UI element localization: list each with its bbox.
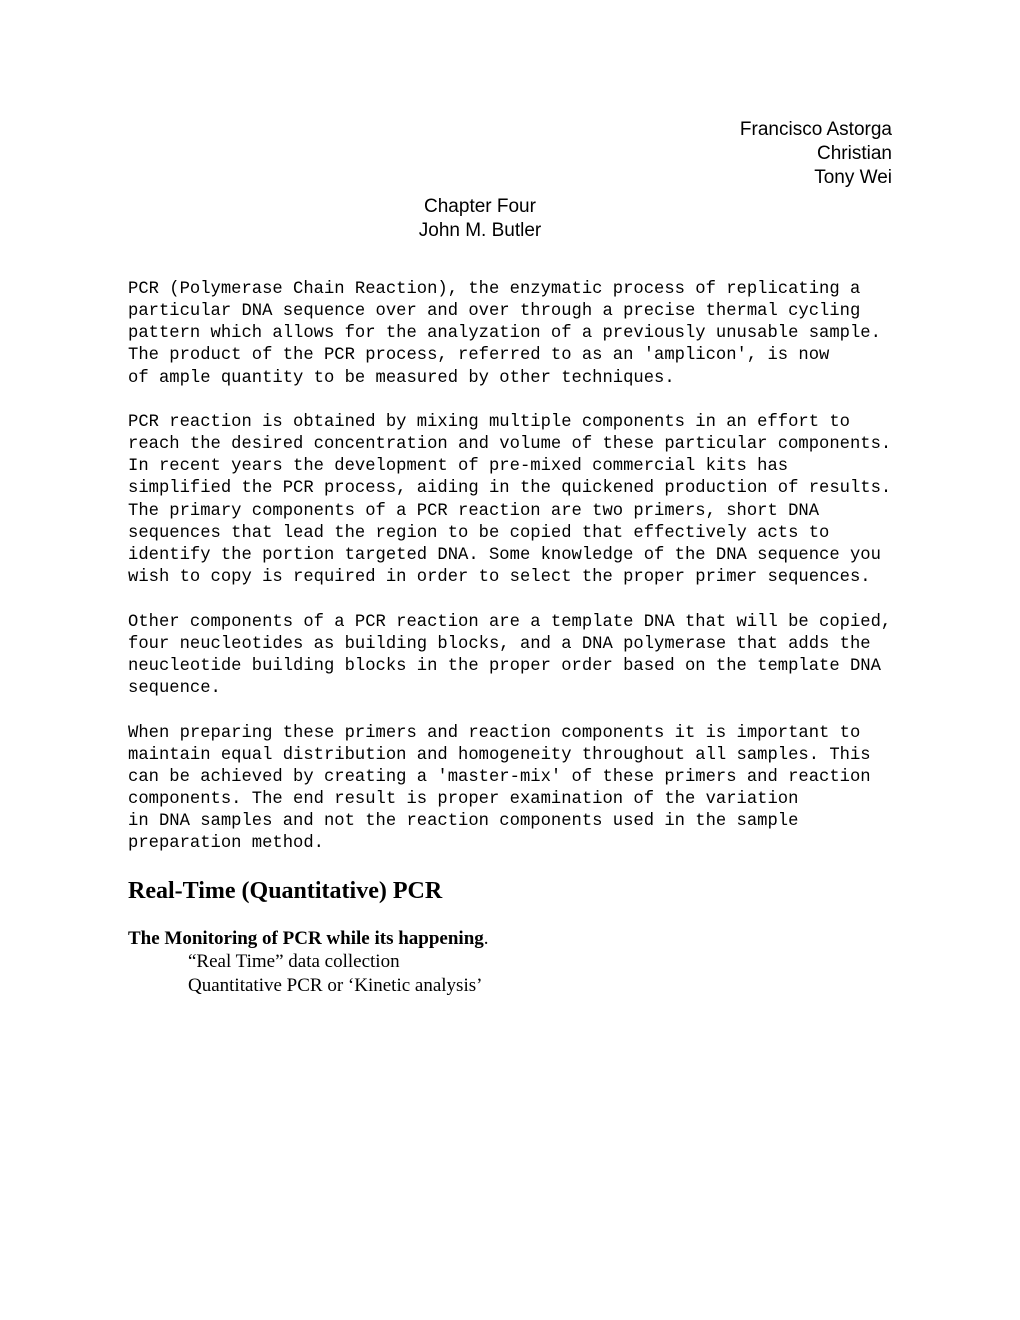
sub-list-item: Quantitative PCR or ‘Kinetic analysis’ xyxy=(128,974,892,998)
chapter-heading: Chapter Four John M. Butler xyxy=(68,195,892,243)
author-block: Francisco Astorga Christian Tony Wei xyxy=(128,118,892,189)
body-paragraph: PCR (Polymerase Chain Reaction), the enz… xyxy=(128,279,892,390)
paragraph-spacer xyxy=(128,700,892,722)
chapter-title: Chapter Four xyxy=(68,195,892,219)
author-line: Christian xyxy=(128,142,892,166)
section-heading: Real-Time (Quantitative) PCR xyxy=(128,878,892,905)
author-line: Tony Wei xyxy=(128,166,892,190)
sub-heading-period: . xyxy=(484,928,489,949)
sub-heading: The Monitoring of PCR while its happenin… xyxy=(128,928,484,949)
body-paragraph: PCR reaction is obtained by mixing multi… xyxy=(128,412,892,590)
body-paragraph: Other components of a PCR reaction are a… xyxy=(128,612,892,701)
chapter-author: John M. Butler xyxy=(68,219,892,243)
body-paragraph: When preparing these primers and reactio… xyxy=(128,723,892,856)
paragraph-spacer xyxy=(128,390,892,412)
author-line: Francisco Astorga xyxy=(128,118,892,142)
paragraph-spacer xyxy=(128,589,892,611)
sub-list-item: “Real Time” data collection xyxy=(128,950,892,974)
sub-heading-line: The Monitoring of PCR while its happenin… xyxy=(128,927,892,951)
